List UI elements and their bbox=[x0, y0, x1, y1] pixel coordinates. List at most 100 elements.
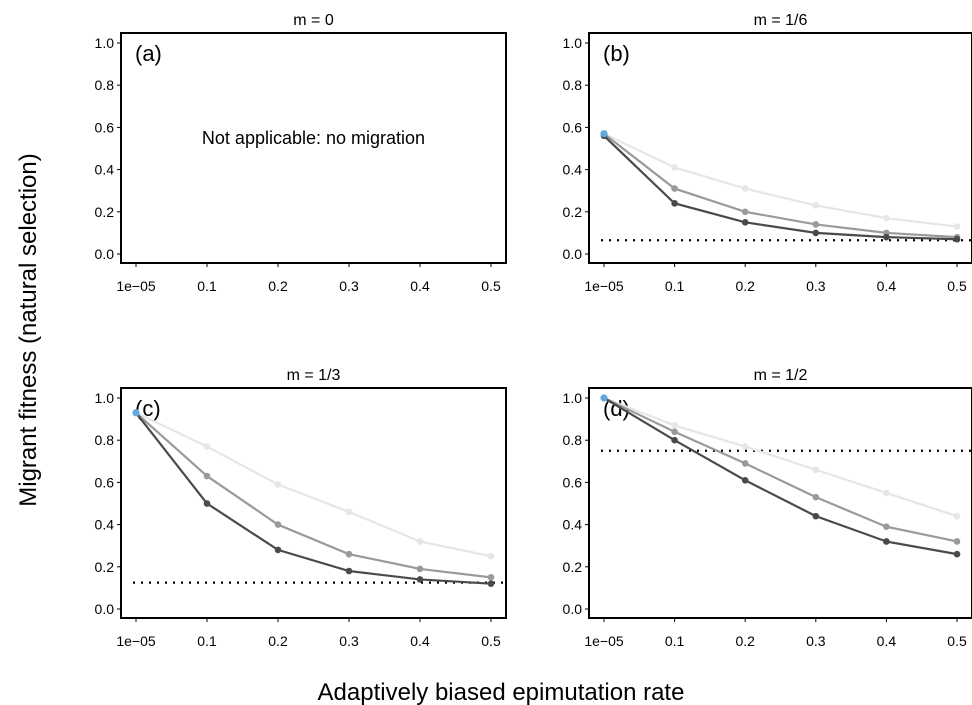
series-0-point bbox=[416, 538, 424, 545]
series-0-point bbox=[487, 552, 495, 560]
y-tick-label: 0.6 bbox=[563, 474, 583, 490]
panel-3: m = 1/2 0.0 0.2 0.4 0.6 0.8 1.0 1e−05 0.1 0.2 0.3 0… bbox=[563, 367, 972, 649]
series-2-point bbox=[274, 546, 282, 554]
series-2-point bbox=[883, 538, 890, 545]
y-tick-label: 0.4 bbox=[563, 162, 583, 178]
y-tick-label: 0.0 bbox=[95, 601, 115, 617]
series-1-point bbox=[741, 208, 749, 216]
panel-frame bbox=[120, 32, 507, 264]
y-tick-label: 0.8 bbox=[95, 77, 115, 93]
x-tick-label: 1e−05 bbox=[116, 278, 156, 294]
x-tick-label: 0.1 bbox=[665, 278, 685, 294]
panel-frame bbox=[588, 387, 972, 619]
series-1-point bbox=[953, 538, 961, 545]
panel-letter: (a) bbox=[135, 41, 162, 66]
series-0-point bbox=[671, 422, 678, 429]
y-tick-label: 0.0 bbox=[563, 246, 583, 262]
x-tick-label: 0.2 bbox=[268, 633, 288, 649]
x-tick-label: 0.3 bbox=[806, 278, 826, 294]
series-line-1 bbox=[603, 397, 958, 543]
series-1-point bbox=[671, 185, 678, 192]
y-tick-label: 1.0 bbox=[563, 390, 583, 406]
series-2-point bbox=[345, 567, 353, 575]
panel-title: m = 1/6 bbox=[754, 12, 808, 29]
x-tick-label: 0.4 bbox=[877, 278, 897, 294]
panel-title: m = 0 bbox=[293, 12, 334, 29]
series-1-point bbox=[741, 460, 749, 467]
x-tick-label: 0.1 bbox=[197, 633, 217, 649]
series-0-point bbox=[883, 214, 890, 222]
panel-0: m = 0 0.0 0.2 0.4 0.6 0.8 1.0 1e−05 0.1 0.2 0.3 0.4… bbox=[95, 12, 507, 294]
start-point bbox=[600, 130, 608, 138]
series-line-2 bbox=[135, 412, 492, 585]
series-2-point bbox=[812, 229, 820, 237]
panel-2: m = 1/3 0.0 0.2 0.4 0.6 0.8 1.0 1e−05 0.1 0.2 0.3 0… bbox=[95, 367, 507, 649]
y-axis-label: Migrant fitness (natural selection) bbox=[15, 153, 42, 506]
y-tick-label: 0.4 bbox=[95, 517, 115, 533]
x-tick-label: 0.4 bbox=[410, 278, 430, 294]
y-tick-label: 0.8 bbox=[563, 77, 583, 93]
x-tick-label: 0.3 bbox=[339, 278, 359, 294]
series-0-point bbox=[741, 185, 749, 192]
x-tick-label: 0.4 bbox=[877, 633, 897, 649]
panel-letter: (b) bbox=[603, 41, 630, 66]
y-tick-label: 0.4 bbox=[95, 162, 115, 178]
y-tick-label: 0.6 bbox=[563, 119, 583, 135]
y-tick-label: 0.8 bbox=[563, 432, 583, 448]
y-tick-label: 0.0 bbox=[563, 601, 583, 617]
series-2-point bbox=[416, 576, 424, 583]
series-2-point bbox=[487, 580, 495, 587]
y-tick-label: 0.2 bbox=[95, 559, 115, 575]
y-tick-label: 1.0 bbox=[563, 35, 583, 51]
x-tick-label: 0.3 bbox=[806, 633, 826, 649]
x-tick-label: 1e−05 bbox=[116, 633, 156, 649]
y-tick-label: 0.4 bbox=[563, 517, 583, 533]
x-tick-label: 1e−05 bbox=[584, 278, 624, 294]
series-0-point bbox=[203, 443, 211, 450]
panel-1: m = 1/6 0.0 0.2 0.4 0.6 0.8 1.0 1e−05 0.1 0.2 0.3 0… bbox=[563, 12, 972, 294]
series-line-0 bbox=[135, 411, 492, 558]
series-1-point bbox=[671, 428, 678, 436]
x-tick-label: 0.5 bbox=[947, 278, 967, 294]
series-1-point bbox=[345, 550, 353, 558]
series-2-point bbox=[741, 476, 749, 484]
series-0-point bbox=[345, 508, 353, 516]
panel-frame bbox=[120, 387, 507, 619]
series-0-point bbox=[812, 202, 820, 209]
y-tick-label: 0.2 bbox=[563, 559, 583, 575]
series-0-point bbox=[741, 443, 749, 450]
x-tick-label: 0.5 bbox=[481, 278, 501, 294]
x-tick-label: 0.2 bbox=[735, 278, 755, 294]
series-1-point bbox=[812, 493, 820, 501]
x-tick-label: 0.4 bbox=[410, 633, 430, 649]
panel-frame bbox=[588, 32, 972, 264]
series-0-point bbox=[953, 223, 961, 230]
series-line-0 bbox=[603, 132, 958, 228]
y-tick-label: 1.0 bbox=[95, 390, 115, 406]
series-line-1 bbox=[135, 411, 492, 579]
series-1-point bbox=[812, 221, 820, 228]
series-2-point bbox=[741, 219, 749, 226]
series-0-point bbox=[883, 489, 890, 497]
panels-group: m = 0 0.0 0.2 0.4 0.6 0.8 1.0 1e−05 0.1 0.2 0.3 0.4… bbox=[95, 12, 972, 649]
y-tick-label: 0.8 bbox=[95, 432, 115, 448]
series-0-point bbox=[953, 512, 961, 520]
series-line-0 bbox=[603, 396, 958, 518]
series-1-point bbox=[487, 574, 495, 581]
series-2-point bbox=[671, 436, 678, 444]
y-tick-label: 0.2 bbox=[563, 204, 583, 220]
panel-note: Not applicable: no migration bbox=[202, 128, 425, 148]
series-1-point bbox=[274, 521, 282, 528]
x-tick-label: 0.1 bbox=[665, 633, 685, 649]
series-2-point bbox=[883, 233, 890, 241]
series-2-point bbox=[203, 500, 211, 507]
series-line-2 bbox=[603, 135, 958, 241]
series-0-point bbox=[812, 466, 820, 474]
y-tick-label: 1.0 bbox=[95, 35, 115, 51]
series-0-point bbox=[274, 481, 282, 488]
series-line-1 bbox=[603, 132, 958, 239]
series-2-point bbox=[812, 512, 820, 520]
panel-title: m = 1/3 bbox=[287, 367, 341, 384]
start-point bbox=[132, 409, 140, 417]
